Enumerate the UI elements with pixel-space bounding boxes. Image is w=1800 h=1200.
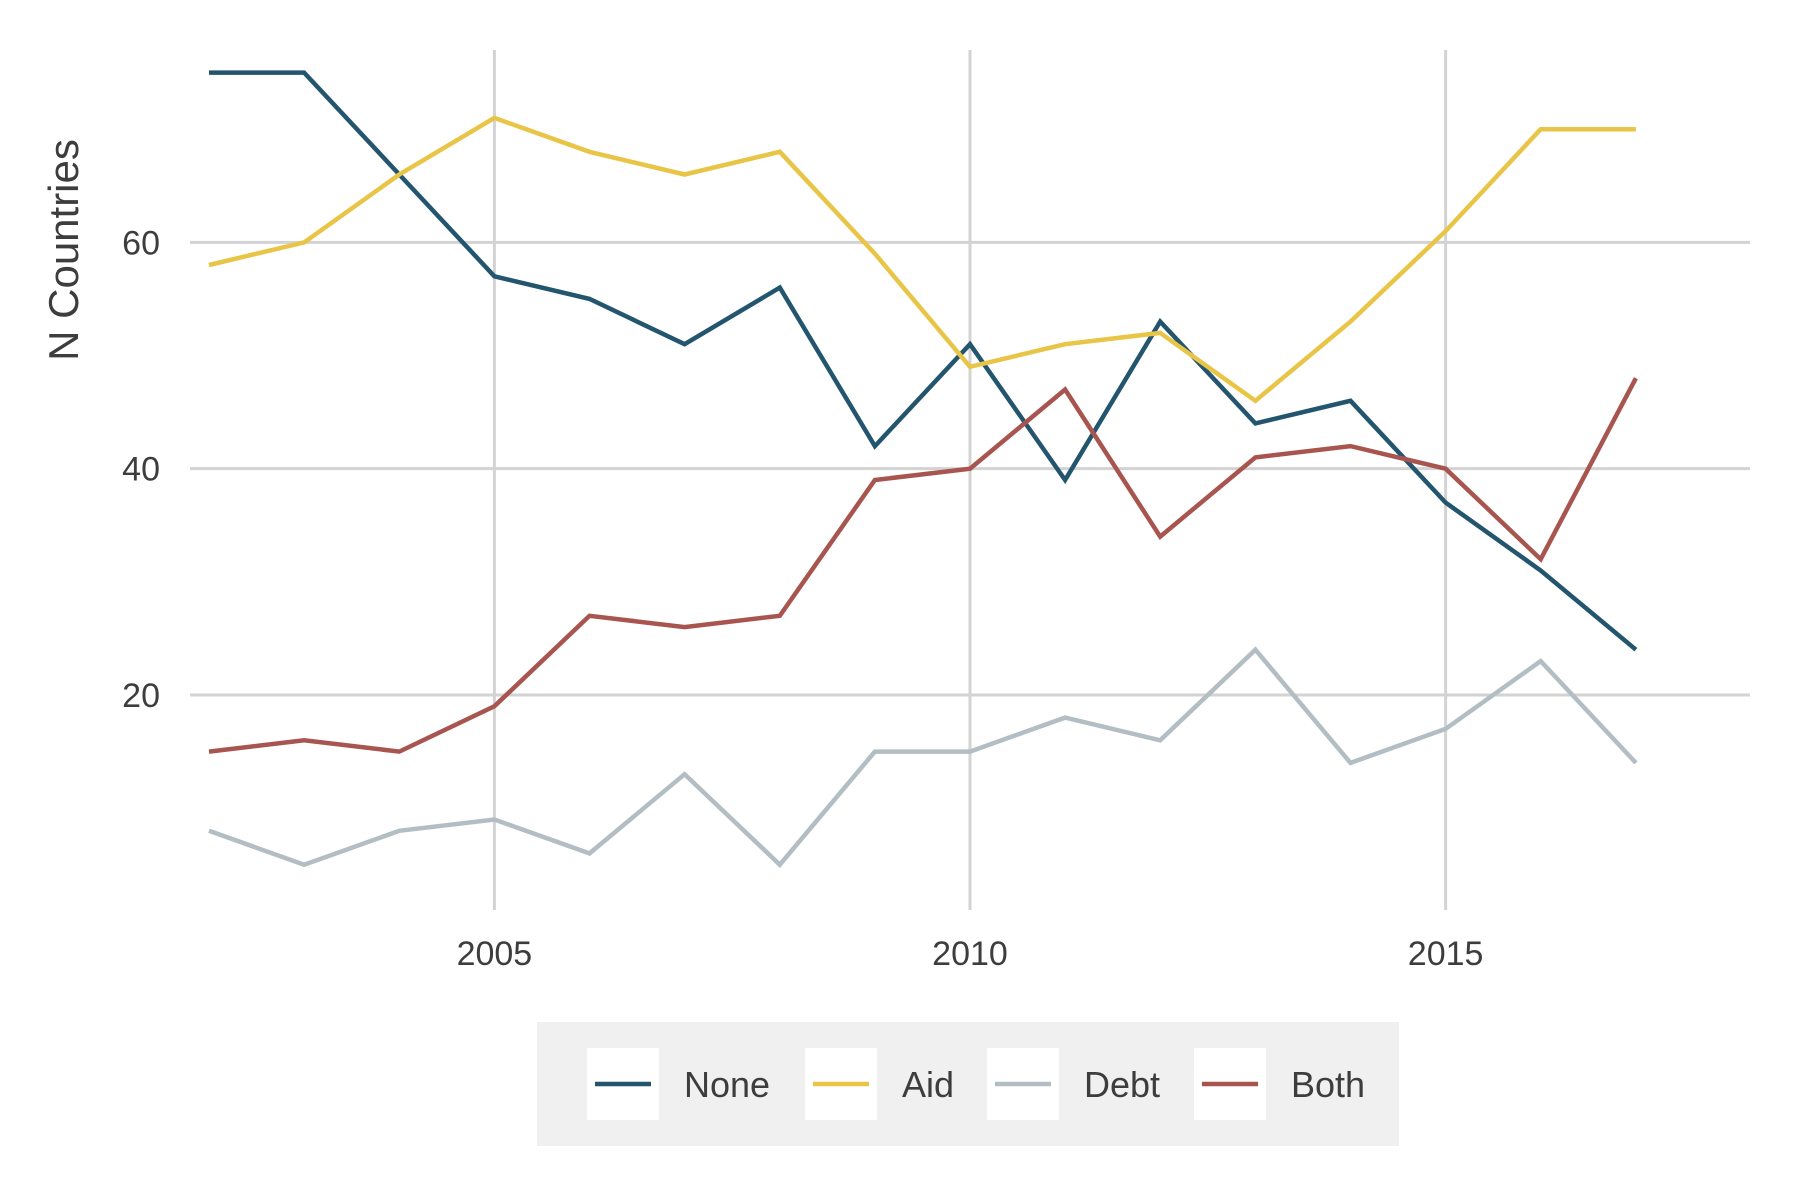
x-tick-label: 2005 <box>457 935 533 973</box>
legend-label: None <box>684 1064 770 1105</box>
legend-item-aid: Aid <box>805 1048 954 1120</box>
series-line-none <box>209 70 1638 652</box>
x-tick-label: 2015 <box>1408 935 1484 973</box>
legend-label: Both <box>1291 1064 1365 1105</box>
series-line-debt <box>208 646 1638 868</box>
y-axis-ticks: 20 40 60 <box>122 224 160 715</box>
legend-background <box>537 1022 1399 1146</box>
series-lines <box>208 70 1638 868</box>
series-line-aid <box>208 115 1636 404</box>
y-tick-label: 20 <box>122 677 160 715</box>
legend-item-both: Both <box>1194 1048 1365 1120</box>
legend-label: Debt <box>1084 1064 1160 1105</box>
y-tick-label: 40 <box>122 451 160 489</box>
legend-item-none: None <box>587 1048 770 1120</box>
x-axis-ticks: 2005 2010 2015 <box>457 935 1484 973</box>
legend-item-debt: Debt <box>987 1048 1160 1120</box>
y-tick-label: 60 <box>122 224 160 262</box>
grid-lines <box>190 50 1750 910</box>
series-line-both <box>208 377 1638 754</box>
y-axis-title: N Countries <box>40 139 87 361</box>
legend: None Aid Debt Both <box>537 1022 1399 1146</box>
x-tick-label: 2010 <box>932 935 1008 973</box>
legend-label: Aid <box>902 1064 954 1105</box>
